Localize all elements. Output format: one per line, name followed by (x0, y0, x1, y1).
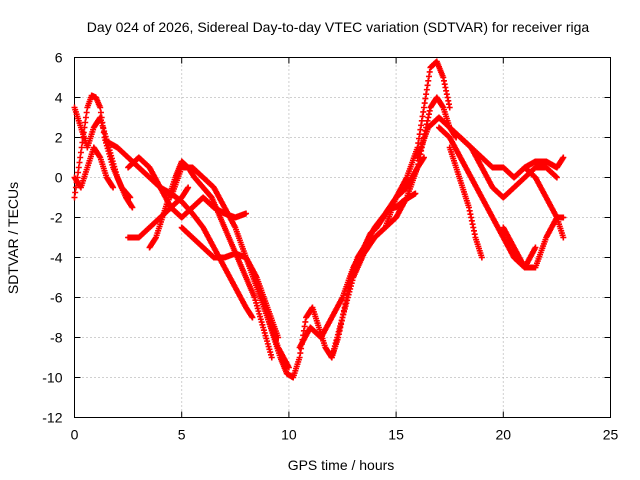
y-tick-label: 6 (55, 50, 63, 66)
x-tick-label: 25 (603, 427, 619, 443)
data-point (478, 254, 485, 261)
data-point (560, 234, 567, 241)
y-tick-label: 0 (55, 170, 63, 186)
y-tick-label: -2 (50, 210, 63, 226)
data-point (127, 194, 134, 201)
chart-title: Day 024 of 2026, Sidereal Day-to-day VTE… (87, 19, 590, 35)
data-point (243, 210, 250, 217)
x-tick-label: 10 (281, 427, 297, 443)
data-point (532, 244, 539, 251)
data-point (129, 204, 136, 211)
x-tick-labels: 0 5 10 15 20 25 (71, 427, 619, 443)
series-track-9 (178, 224, 282, 341)
plot-frame (74, 57, 611, 418)
y-tick-label: -12 (42, 410, 62, 426)
axis-ticks (74, 57, 611, 418)
data-point (412, 190, 419, 197)
data-series (71, 58, 567, 381)
y-tick-label: -10 (42, 370, 62, 386)
y-axis-label: SDTVAR / TECUs (5, 182, 21, 294)
data-point (560, 214, 567, 221)
series-track-17 (446, 144, 485, 261)
series-track-13 (382, 58, 453, 231)
data-point (553, 174, 560, 181)
data-point (268, 354, 275, 361)
y-tick-label: 2 (55, 130, 63, 146)
y-tick-label: -8 (50, 330, 63, 346)
series-track-18 (500, 214, 567, 271)
y-tick-label: -4 (50, 250, 63, 266)
data-point (185, 184, 192, 191)
plot-area (74, 57, 611, 418)
x-tick-label: 5 (178, 427, 186, 443)
x-axis-label: GPS time / hours (288, 457, 395, 473)
x-tick-label: 20 (496, 427, 512, 443)
data-point (249, 314, 256, 321)
y-tick-label: -6 (50, 290, 63, 306)
data-point (446, 104, 453, 111)
data-point (110, 184, 117, 191)
data-point (560, 154, 567, 161)
series-track-19 (521, 164, 567, 221)
y-tick-label: 4 (55, 90, 63, 106)
series-track-3 (71, 144, 117, 191)
x-tick-label: 0 (71, 427, 79, 443)
x-tick-label: 15 (388, 427, 404, 443)
y-tick-labels: -12 -10 -8 -6 -4 -2 0 2 4 6 (42, 50, 62, 426)
